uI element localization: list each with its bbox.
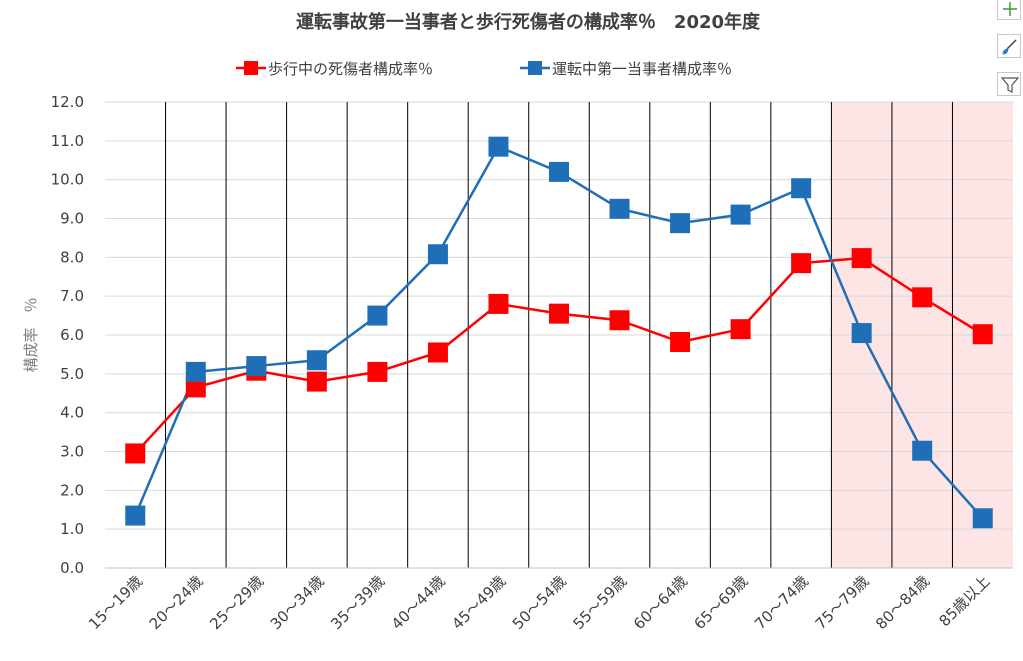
- x-tick-label: 70～74歳: [751, 572, 812, 633]
- y-tick-label: 7.0: [60, 287, 84, 305]
- legend-label: 運転中第一当事者構成率％: [552, 60, 732, 78]
- x-tick-label: 20～24歳: [146, 572, 207, 633]
- data-point-series-1: [609, 198, 630, 219]
- y-tick-label: 2.0: [60, 481, 84, 499]
- y-tick-label: 5.0: [60, 365, 84, 383]
- data-point-series-1: [912, 440, 933, 461]
- data-point-series-0: [609, 310, 630, 331]
- data-point-series-1: [549, 161, 569, 182]
- y-tick-label: 8.0: [60, 248, 84, 266]
- plus-icon: [1003, 2, 1017, 16]
- data-point-series-1: [488, 136, 509, 157]
- data-point-series-1: [851, 323, 872, 344]
- y-tick-label: 9.0: [60, 210, 84, 228]
- data-point-series-1: [185, 361, 206, 382]
- x-tick-label: 55～59歳: [569, 572, 630, 633]
- data-point-series-0: [912, 287, 933, 308]
- x-tick-label: 80～84歳: [872, 572, 933, 633]
- data-point-series-0: [427, 342, 448, 363]
- data-point-series-0: [125, 443, 146, 464]
- y-tick-label: 6.0: [60, 326, 84, 344]
- legend-marker-swatch: [528, 61, 542, 75]
- x-tick-label: 65～69歳: [690, 572, 751, 633]
- y-tick-label: 4.0: [60, 404, 84, 422]
- y-tick-label: 10.0: [51, 171, 84, 189]
- legend-item[interactable]: 運転中第一当事者構成率％: [520, 60, 732, 78]
- data-point-series-1: [125, 505, 146, 526]
- y-tick-label: 3.0: [60, 443, 84, 461]
- x-tick-label: 15～19歳: [85, 572, 146, 633]
- y-axis-label: 構成率 ％: [22, 297, 40, 372]
- legend[interactable]: 歩行中の死傷者構成率％ 運転中第一当事者構成率％: [236, 60, 732, 78]
- data-point-series-0: [306, 371, 327, 392]
- legend-marker-swatch: [244, 61, 258, 75]
- legend-item[interactable]: 歩行中の死傷者構成率％: [236, 60, 433, 78]
- legend-label: 歩行中の死傷者構成率％: [268, 60, 433, 78]
- data-point-series-0: [730, 319, 751, 340]
- data-point-series-1: [306, 350, 327, 371]
- chart-elements-button[interactable]: [997, 0, 1021, 20]
- chart-styles-button[interactable]: [997, 34, 1021, 58]
- data-point-series-0: [791, 253, 812, 274]
- chart-filters-button[interactable]: [997, 72, 1021, 96]
- y-tick-label: 11.0: [51, 132, 84, 150]
- data-point-series-1: [972, 508, 993, 529]
- series-layer: [125, 136, 993, 529]
- x-tick-label: 40～44歳: [388, 572, 449, 633]
- data-point-series-1: [246, 356, 267, 377]
- data-point-series-0: [549, 303, 569, 324]
- grid-layer: [105, 101, 1013, 569]
- filter-icon: [1001, 77, 1019, 93]
- y-tick-labels: 0.0 1.0 2.0 3.0 4.0 5.0 6.0 7.0 8.0 9.0 10.0 11.0 12…: [51, 93, 84, 577]
- y-tick-label: 0.0: [60, 559, 84, 577]
- data-point-series-1: [367, 305, 388, 326]
- data-point-series-0: [670, 331, 691, 352]
- x-tick-label: 75～79歳: [812, 572, 873, 633]
- data-point-series-0: [367, 361, 388, 382]
- data-point-series-1: [791, 178, 812, 199]
- data-point-series-1: [730, 204, 751, 225]
- brush-icon: [1002, 39, 1017, 55]
- y-tick-label: 1.0: [60, 520, 84, 538]
- x-tick-label: 45～49歳: [448, 572, 509, 633]
- x-tick-label: 35～39歳: [327, 572, 388, 633]
- chart-title: 運転事故第一当事者と歩行死傷者の構成率％ 2020年度: [296, 11, 761, 33]
- x-tick-label: 25～29歳: [206, 572, 267, 633]
- data-point-series-0: [185, 377, 206, 398]
- data-point-series-0: [488, 293, 509, 314]
- x-tick-label: 85歳以上: [936, 572, 994, 630]
- x-tick-label: 60～64歳: [630, 572, 691, 633]
- x-tick-label: 30～34歳: [267, 572, 328, 633]
- x-tick-label: 50～54歳: [509, 572, 570, 633]
- data-point-series-1: [427, 244, 448, 265]
- data-point-series-1: [670, 213, 691, 234]
- x-tick-labels: 15～19歳 20～24歳 25～29歳 30～34歳 35～39歳 40～44歳 45～4…: [85, 572, 993, 633]
- y-tick-label: 12.0: [51, 93, 84, 111]
- data-point-series-0: [972, 324, 993, 345]
- data-point-series-0: [851, 248, 872, 269]
